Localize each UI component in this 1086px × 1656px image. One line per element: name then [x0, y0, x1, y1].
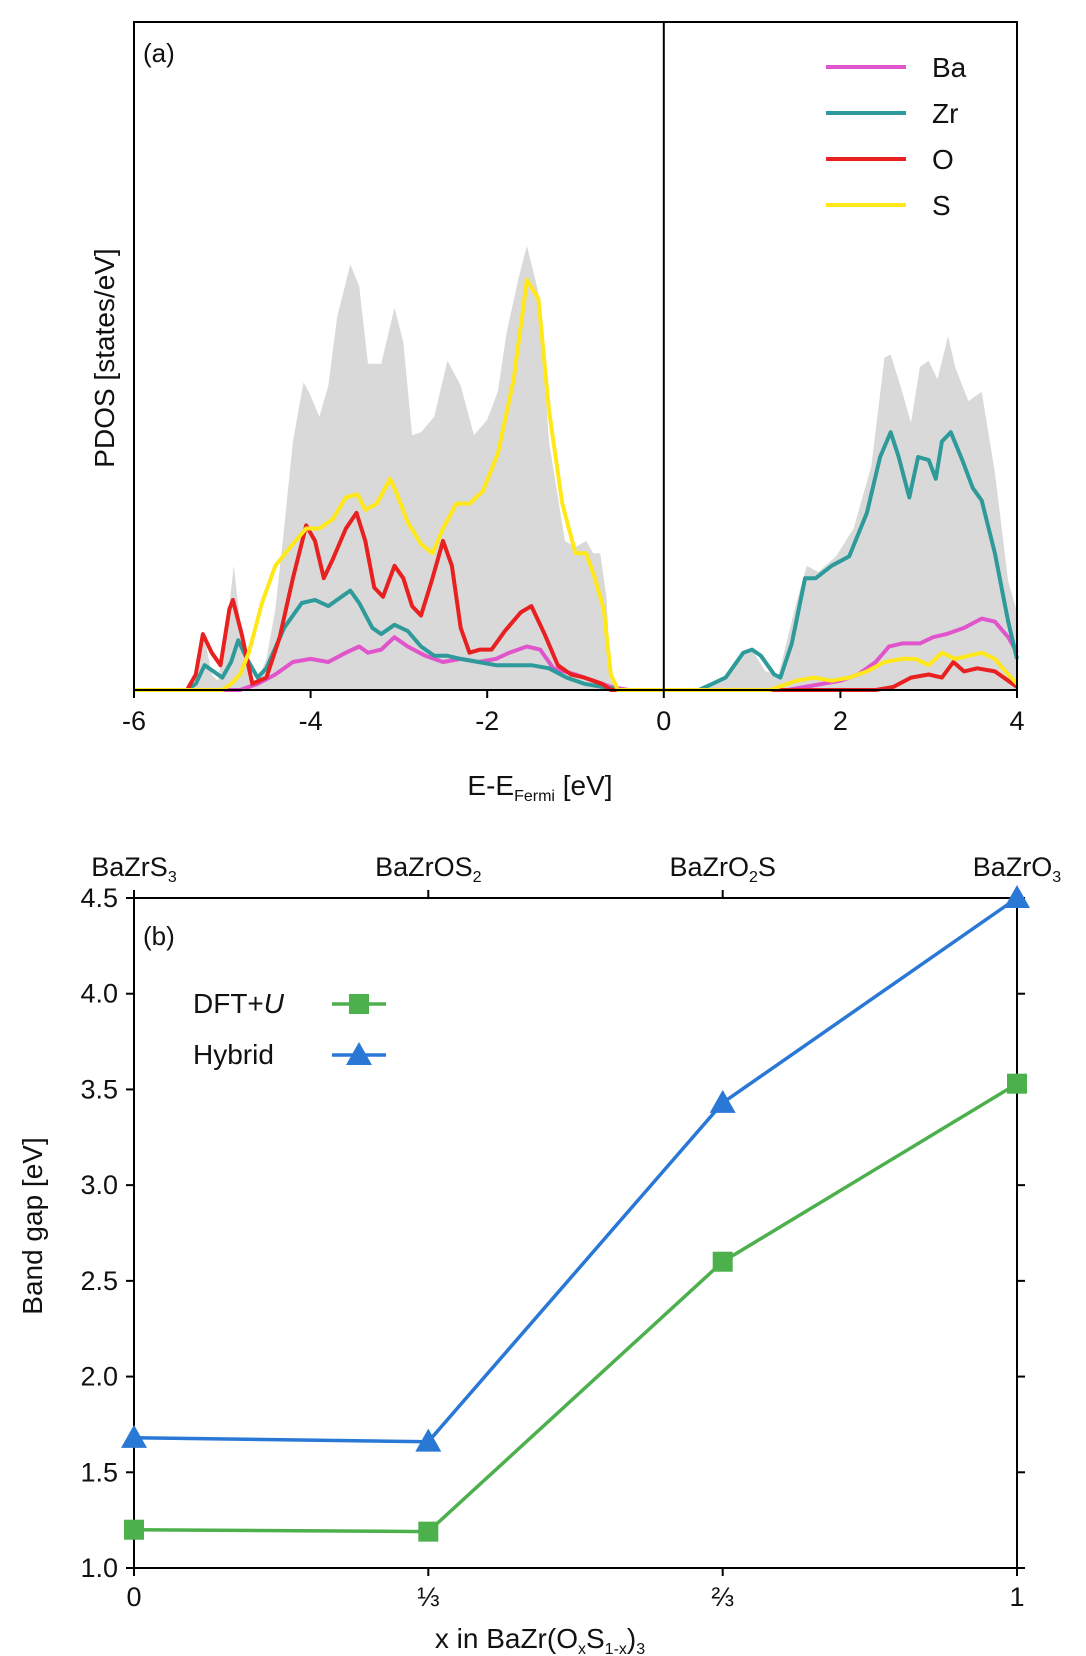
band-gap-x-tick-label: ⅓	[417, 1582, 440, 1612]
band-gap-point-dft-u	[124, 1519, 144, 1540]
compound-label-bazrs3: BaZrS3	[91, 852, 177, 886]
band-gap-point-dft-u	[712, 1251, 733, 1272]
band-gap-line-dft-u	[133, 1082, 1018, 1534]
band-gap-point-hybrid	[415, 1428, 442, 1452]
band-gap-x-axis-label: x in BaZr(OxS1-x)3	[435, 1623, 645, 1656]
pdos-legend: Ba Zr OS	[826, 52, 967, 221]
band-gap-point-dft-u	[418, 1521, 439, 1542]
band-gap-x-tick-label: 0	[126, 1582, 141, 1612]
legend-label-dft-u: DFT+U	[193, 988, 285, 1019]
pdos-line-s	[134, 278, 1019, 692]
compound-label-bazro2s: BaZrO2S	[669, 852, 775, 886]
pdos-x-tick-label: -4	[299, 706, 323, 736]
pdos-x-axis-label: E-EFermi [eV]	[467, 770, 612, 805]
pdos-x-tick-label: 0	[656, 706, 671, 736]
total-dos-area	[134, 245, 1017, 691]
pdos-x-tick-label: 2	[833, 706, 848, 736]
band-gap-y-tick-label: 2.5	[80, 1266, 118, 1296]
legend-label-zr: Zr	[932, 98, 958, 129]
band-gap-panel-label: (b)	[143, 921, 175, 951]
pdos-line-ba	[134, 616, 1019, 692]
pdos-y-axis-label: PDOS [states/eV]	[89, 248, 120, 467]
band-gap-y-tick-label: 4.5	[80, 883, 118, 913]
legend-label-s: S	[932, 190, 951, 221]
band-gap-y-tick-label: 3.5	[80, 1074, 118, 1104]
band-gap-point-dft-u	[1007, 1073, 1027, 1094]
compound-label-bazro3: BaZrO3	[973, 852, 1062, 886]
legend-swatch-marker	[349, 994, 369, 1014]
pdos-axes-frame	[133, 21, 1018, 691]
band-gap-legend: DFT+U Hybrid	[193, 988, 386, 1070]
band-gap-point-hybrid	[1004, 885, 1030, 908]
band-gap-point-hybrid	[121, 1424, 147, 1448]
band-gap-x-tick-label: ⅔	[711, 1582, 734, 1612]
legend-label-ba: Ba	[932, 52, 967, 83]
pdos-panel-label: (a)	[143, 38, 175, 68]
legend-swatch-marker	[346, 1042, 372, 1065]
band-gap-y-tick-label: 4.0	[80, 979, 118, 1009]
pdos-x-tick-label: -2	[475, 706, 499, 736]
band-gap-series	[121, 885, 1030, 1542]
band-gap-x-tick-label: 1	[1009, 1582, 1024, 1612]
band-gap-axes-frame	[133, 897, 1018, 1569]
band-gap-y-ticks: 1.0 1.5 2.0 2.5 3.0 3.5 4.0 4.5	[80, 883, 1025, 1583]
compound-label-bazros2: BaZrOS2	[375, 852, 482, 886]
pdos-x-ticks: -6 -4 -2 0 2 4	[122, 690, 1025, 736]
band-gap-y-tick-label: 3.0	[80, 1170, 118, 1200]
band-gap-top-ticks: BaZrS3 BaZrOS2 BaZrO2S BaZrO3	[91, 852, 1061, 898]
legend-label-o: O	[932, 144, 954, 175]
pdos-lines	[134, 278, 1019, 692]
band-gap-point-hybrid	[709, 1089, 736, 1113]
band-gap-y-tick-label: 1.5	[80, 1457, 118, 1487]
band-gap-y-axis-label: Band gap [eV]	[17, 1137, 48, 1314]
pdos-panel: -6 -4 -2 0 2 4 (a) E-EFermi [eV] PDOS [states…	[89, 21, 1025, 805]
legend-label-hybrid: Hybrid	[193, 1039, 274, 1070]
pdos-x-tick-label: 4	[1009, 706, 1024, 736]
band-gap-y-tick-label: 1.0	[80, 1553, 118, 1583]
pdos-x-tick-label: -6	[122, 706, 146, 736]
band-gap-y-tick-label: 2.0	[80, 1362, 118, 1392]
total-dos-fill	[134, 245, 1017, 691]
band-gap-line-hybrid	[133, 896, 1018, 1444]
band-gap-x-ticks: 0 ⅓ ⅔ 1	[126, 1568, 1025, 1612]
pdos-line-o	[134, 510, 1019, 692]
